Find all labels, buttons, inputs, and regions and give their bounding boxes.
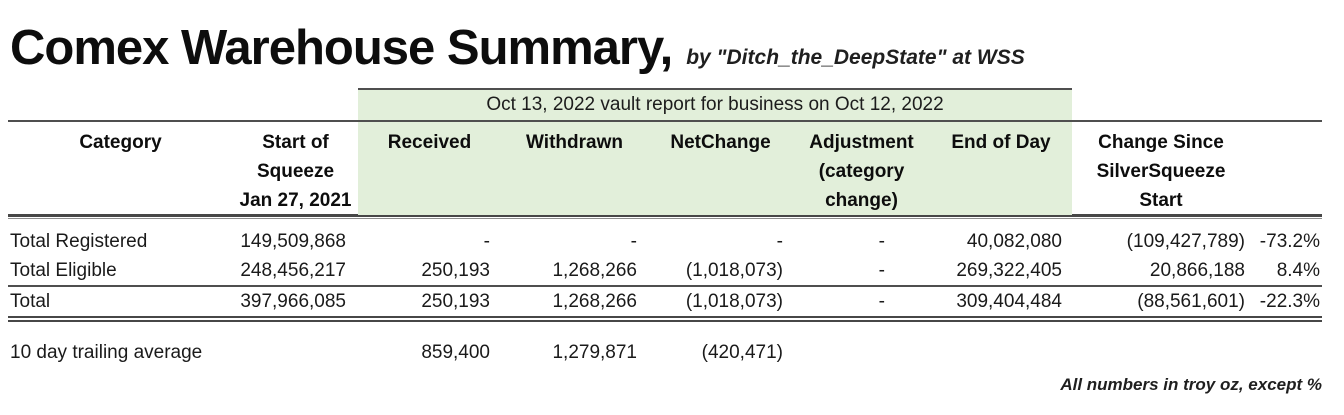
col-header-change-since: Change Since SilverSqueeze Start bbox=[1096, 132, 1226, 211]
netchange-cell: (420,471) bbox=[701, 342, 783, 363]
end-of-day-cell: 40,082,080 bbox=[966, 230, 1062, 252]
start-cell: 397,966,085 bbox=[240, 290, 346, 312]
change-since-cell: (109,427,789) bbox=[1126, 230, 1245, 252]
received-cell: 859,400 bbox=[421, 342, 490, 363]
col-header-percent bbox=[1250, 122, 1326, 215]
received-cell: 250,193 bbox=[421, 290, 490, 312]
table-row-trailing-average: 10 day trailing average 859,400 1,279,87… bbox=[8, 338, 1326, 368]
warehouse-summary-table: Oct 13, 2022 vault report for business o… bbox=[8, 88, 1326, 398]
total-bottom-double-rule bbox=[8, 316, 1322, 322]
category-cell: Total bbox=[10, 290, 51, 312]
title-bar: Comex Warehouse Summary, by "Ditch_the_D… bbox=[0, 0, 1344, 73]
trailing-average-label: 10 day trailing average bbox=[10, 342, 203, 363]
total-top-rule bbox=[8, 285, 1322, 287]
netchange-cell: (1,018,073) bbox=[685, 290, 783, 312]
received-cell: 250,193 bbox=[421, 259, 490, 281]
column-header-row: Category Start of Squeeze Jan 27, 2021 R… bbox=[8, 122, 1326, 215]
received-cell: - bbox=[483, 230, 490, 252]
change-since-cell: 20,866,188 bbox=[1149, 259, 1245, 281]
page-title: Comex Warehouse Summary, bbox=[10, 21, 673, 75]
col-header-end-of-day: End of Day bbox=[930, 122, 1072, 215]
table-row-total-eligible: Total Eligible 248,456,217 250,193 1,268… bbox=[8, 256, 1326, 285]
percent-cell: -22.3% bbox=[1259, 290, 1320, 312]
withdrawn-cell: 1,268,266 bbox=[552, 259, 637, 281]
category-cell: Total Eligible bbox=[10, 259, 117, 281]
withdrawn-cell: - bbox=[630, 230, 637, 252]
adjustment-cell: - bbox=[878, 259, 885, 281]
netchange-cell: (1,018,073) bbox=[685, 259, 783, 281]
header-bottom-rule bbox=[8, 214, 1322, 219]
change-since-cell: (88,561,601) bbox=[1137, 290, 1245, 312]
percent-cell: -73.2% bbox=[1259, 230, 1320, 252]
col-header-netchange: NetChange bbox=[648, 122, 793, 215]
col-header-received: Received bbox=[358, 122, 501, 215]
col-header-category: Category bbox=[79, 132, 162, 153]
table-row-total: Total 397,966,085 250,193 1,268,266 (1,0… bbox=[8, 287, 1326, 316]
vault-report-date-banner: Oct 13, 2022 vault report for business o… bbox=[358, 88, 1072, 120]
col-header-adjustment: Adjustment (category change) bbox=[793, 122, 930, 215]
withdrawn-cell: 1,268,266 bbox=[552, 290, 637, 312]
end-of-day-cell: 269,322,405 bbox=[956, 259, 1062, 281]
spacer bbox=[8, 219, 1326, 227]
table-row-total-registered: Total Registered 149,509,868 - - - - 40,… bbox=[8, 227, 1326, 256]
page-subtitle: by "Ditch_the_DeepState" at WSS bbox=[686, 46, 1025, 69]
col-header-withdrawn: Withdrawn bbox=[501, 122, 648, 215]
end-of-day-cell: 309,404,484 bbox=[956, 290, 1062, 312]
units-footnote: All numbers in troy oz, except % bbox=[1060, 375, 1322, 394]
adjustment-cell: - bbox=[878, 230, 885, 252]
netchange-cell: - bbox=[776, 230, 783, 252]
withdrawn-cell: 1,279,871 bbox=[552, 342, 637, 363]
col-header-start-of-squeeze: Start of Squeeze Jan 27, 2021 bbox=[239, 132, 352, 211]
adjustment-cell: - bbox=[878, 290, 885, 312]
category-cell: Total Registered bbox=[10, 230, 148, 252]
banner-row: Oct 13, 2022 vault report for business o… bbox=[8, 88, 1326, 120]
percent-cell: 8.4% bbox=[1276, 259, 1320, 281]
header-top-rule bbox=[8, 120, 1322, 122]
start-cell: 149,509,868 bbox=[240, 230, 346, 252]
start-cell: 248,456,217 bbox=[240, 259, 346, 281]
